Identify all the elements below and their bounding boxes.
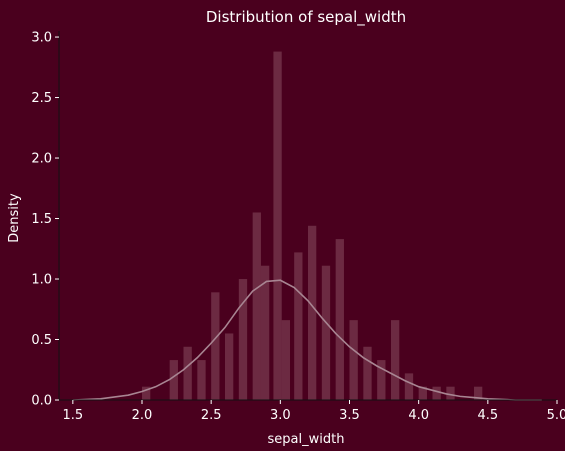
x-axis-ticks: 1.5 2.0 2.5 3.0 3.5 4.0 4.5 5.0 [62, 400, 565, 423]
y-tick-label: 3.0 [31, 31, 52, 46]
histogram-bar [183, 346, 192, 400]
histogram-bar [474, 386, 483, 400]
y-tick-label: 0.5 [31, 333, 52, 348]
x-tick-label: 4.0 [408, 408, 429, 423]
histogram-bar [260, 265, 270, 400]
histogram-bar [335, 239, 344, 400]
y-tick-label: 2.5 [31, 91, 52, 106]
kde-line [72, 279, 542, 401]
histogram-bar [238, 279, 248, 400]
histogram-bar [273, 51, 282, 400]
histogram-bar [363, 346, 372, 400]
histogram-bar [321, 265, 331, 400]
histogram-bar [418, 386, 427, 400]
chart-title: Distribution of sepal_width [206, 8, 406, 27]
y-axis-ticks: 0.0 0.5 1.0 1.5 2.0 2.5 3.0 [31, 31, 59, 409]
histogram-bar [432, 386, 441, 400]
histogram-bar [391, 320, 400, 400]
plot-area [59, 31, 557, 400]
histogram-bar [294, 252, 303, 400]
y-axis-label: Density [7, 193, 22, 243]
histogram-bar [349, 320, 358, 400]
histogram-bar [308, 225, 317, 400]
histogram-bar [377, 360, 386, 400]
histogram-bar [211, 292, 220, 400]
x-tick-label: 5.0 [547, 408, 565, 423]
x-tick-label: 3.0 [270, 408, 291, 423]
histogram-bar [142, 386, 151, 400]
x-tick-label: 2.5 [201, 408, 222, 423]
histogram-bar [169, 360, 178, 400]
y-tick-label: 1.5 [31, 212, 52, 227]
histogram-bar [252, 212, 261, 400]
histogram-bar [404, 373, 414, 400]
x-axis-label: sepal_width [268, 432, 345, 447]
histogram-bar [281, 320, 291, 400]
y-tick-label: 2.0 [31, 152, 52, 167]
histogram-bars [142, 51, 483, 400]
y-tick-label: 1.0 [31, 273, 52, 288]
histogram-bar [197, 360, 206, 400]
y-tick-label: 0.0 [31, 394, 52, 409]
kde-curve [72, 279, 542, 401]
x-tick-label: 3.5 [339, 408, 360, 423]
x-tick-label: 4.5 [477, 408, 498, 423]
histogram-bar [446, 386, 455, 400]
plot-background [59, 31, 557, 400]
x-tick-label: 2.0 [132, 408, 153, 423]
x-tick-label: 1.5 [62, 408, 83, 423]
histogram-bar [225, 333, 234, 400]
